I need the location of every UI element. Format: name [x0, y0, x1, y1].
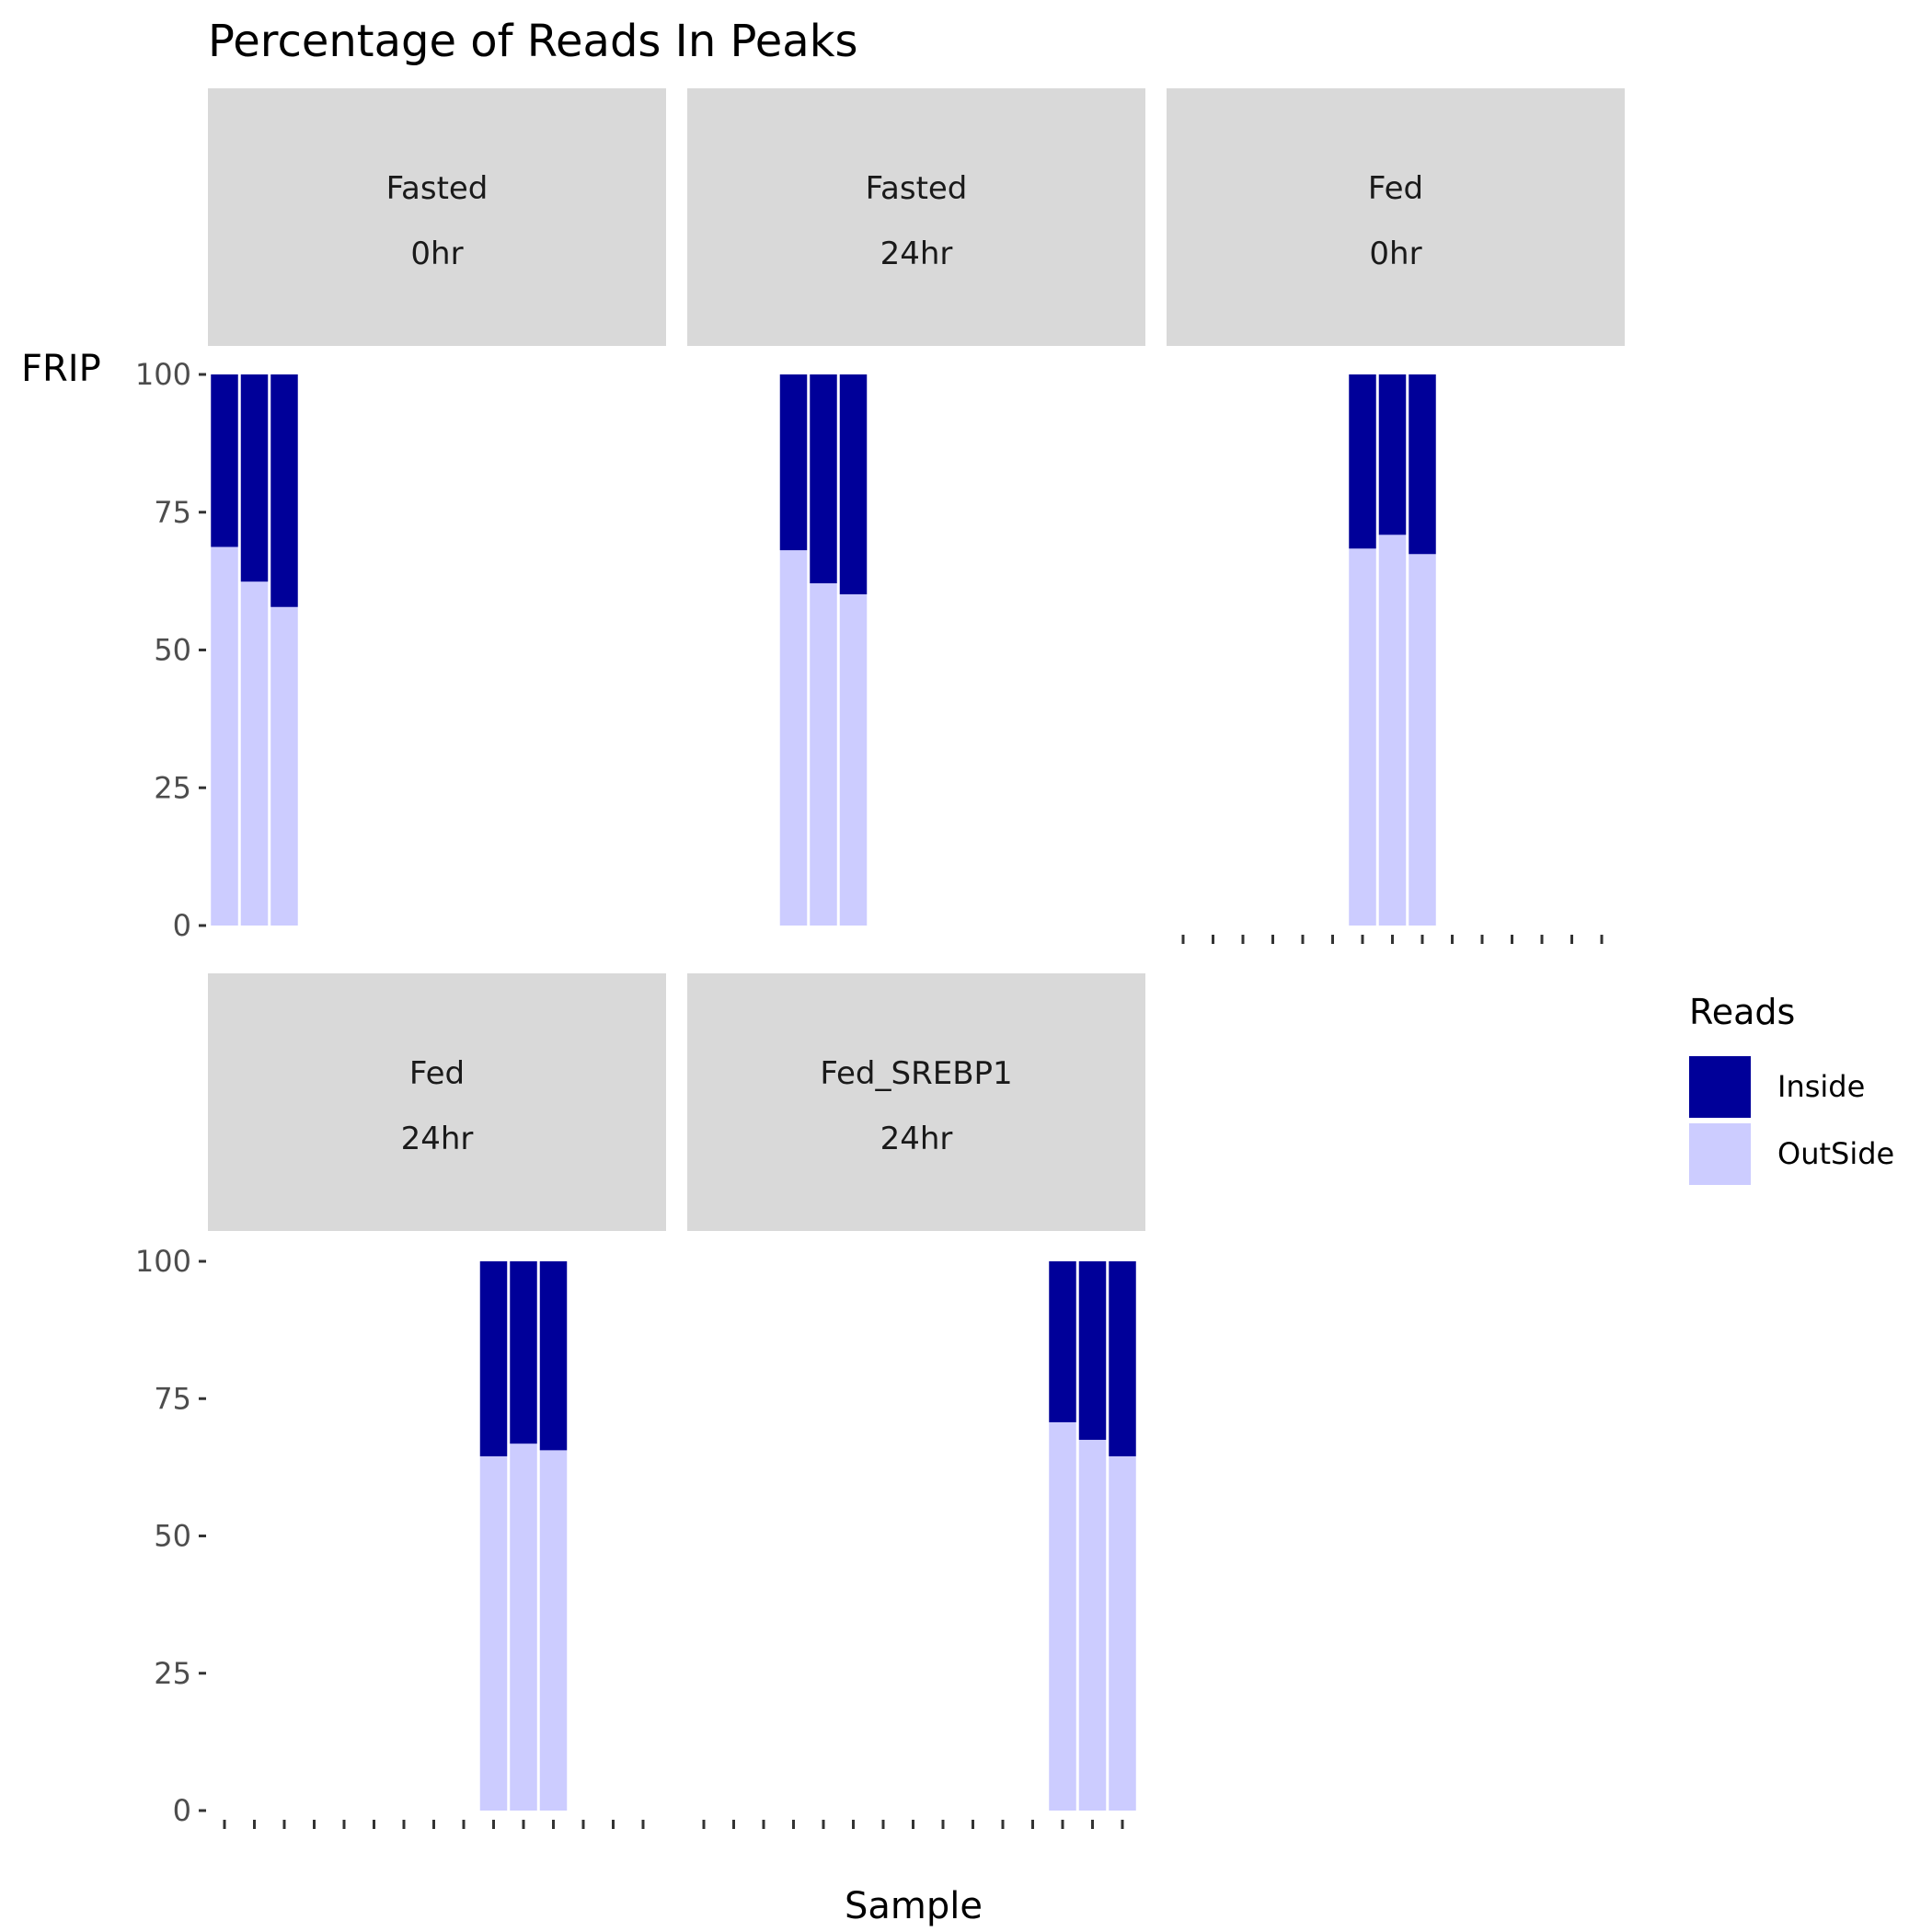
facet-strip-condition: Fed_SREBP1	[820, 1055, 1012, 1092]
bar-outside	[539, 1450, 568, 1811]
x-axis-title: Sample	[845, 1885, 983, 1927]
y-tick-label: 100	[135, 1244, 191, 1279]
bar-outside	[1378, 535, 1407, 926]
y-tick-label: 100	[135, 357, 191, 392]
bar-outside	[1078, 1440, 1107, 1811]
facet-strip-condition: Fasted	[386, 170, 489, 207]
bar-inside	[539, 1261, 568, 1451]
bar-outside	[479, 1455, 508, 1811]
y-axis-title: FRIP	[21, 348, 101, 390]
bar-outside	[240, 581, 269, 926]
bar-outside	[510, 1443, 537, 1811]
bar-inside	[1109, 1261, 1136, 1456]
facet-strip-condition: Fed	[1368, 170, 1423, 207]
y-tick-label: 0	[173, 908, 191, 943]
legend-label-outside: OutSide	[1777, 1136, 1894, 1171]
bar-inside	[1078, 1261, 1107, 1441]
bar-outside	[211, 546, 238, 926]
bar-inside	[270, 374, 298, 607]
bar-outside	[1109, 1455, 1136, 1811]
legend-title: Reads	[1689, 992, 1795, 1032]
legend: Reads Inside OutSide	[1689, 992, 1894, 1185]
bar-inside	[211, 374, 238, 547]
facet-strip-time: 0hr	[1369, 236, 1421, 272]
bar-inside	[240, 374, 269, 582]
legend-key-outside	[1689, 1123, 1751, 1185]
chart-title: Percentage of Reads In Peaks	[208, 16, 858, 67]
bar-outside	[1049, 1421, 1076, 1811]
y-tick-label: 50	[154, 633, 191, 668]
y-tick-label: 75	[154, 1381, 191, 1416]
facet-strip	[687, 973, 1145, 1231]
bar-inside	[479, 1261, 508, 1456]
facet-strip-condition: Fed	[409, 1055, 465, 1092]
y-tick-label: 25	[154, 770, 191, 805]
bar-outside	[810, 583, 837, 926]
bar-inside	[779, 374, 808, 551]
bar-inside	[839, 374, 868, 595]
bar-outside	[270, 606, 298, 926]
facet-strip	[208, 88, 666, 346]
y-tick-label: 75	[154, 495, 191, 530]
facet-strip-condition: Fasted	[866, 170, 968, 207]
bar-inside	[1049, 1261, 1076, 1422]
bar-outside	[1349, 548, 1376, 926]
facet-strip-time: 24hr	[880, 236, 953, 272]
facet-strip-time: 24hr	[880, 1121, 953, 1157]
y-tick-label: 25	[154, 1656, 191, 1691]
legend-label-inside: Inside	[1777, 1069, 1865, 1104]
facet-strip	[1167, 88, 1625, 346]
y-tick-label: 0	[173, 1793, 191, 1828]
bar-inside	[1409, 374, 1436, 555]
bar-inside	[510, 1261, 537, 1444]
bar-outside	[1409, 554, 1436, 926]
bar-outside	[779, 550, 808, 926]
facet-strip	[687, 88, 1145, 346]
bar-inside	[810, 374, 837, 584]
facet-strip	[208, 973, 666, 1231]
legend-key-inside	[1689, 1056, 1751, 1118]
facet-strip-time: 0hr	[410, 236, 463, 272]
bar-outside	[839, 594, 868, 926]
facet-strip-time: 24hr	[401, 1121, 474, 1157]
y-tick-label: 50	[154, 1519, 191, 1554]
bar-inside	[1349, 374, 1376, 549]
bar-inside	[1378, 374, 1407, 535]
facet-panels: Fasted 0hr 0 25 50 75 100 Fasted 24hr Fed 0hr Fed 24…	[135, 88, 1625, 1829]
